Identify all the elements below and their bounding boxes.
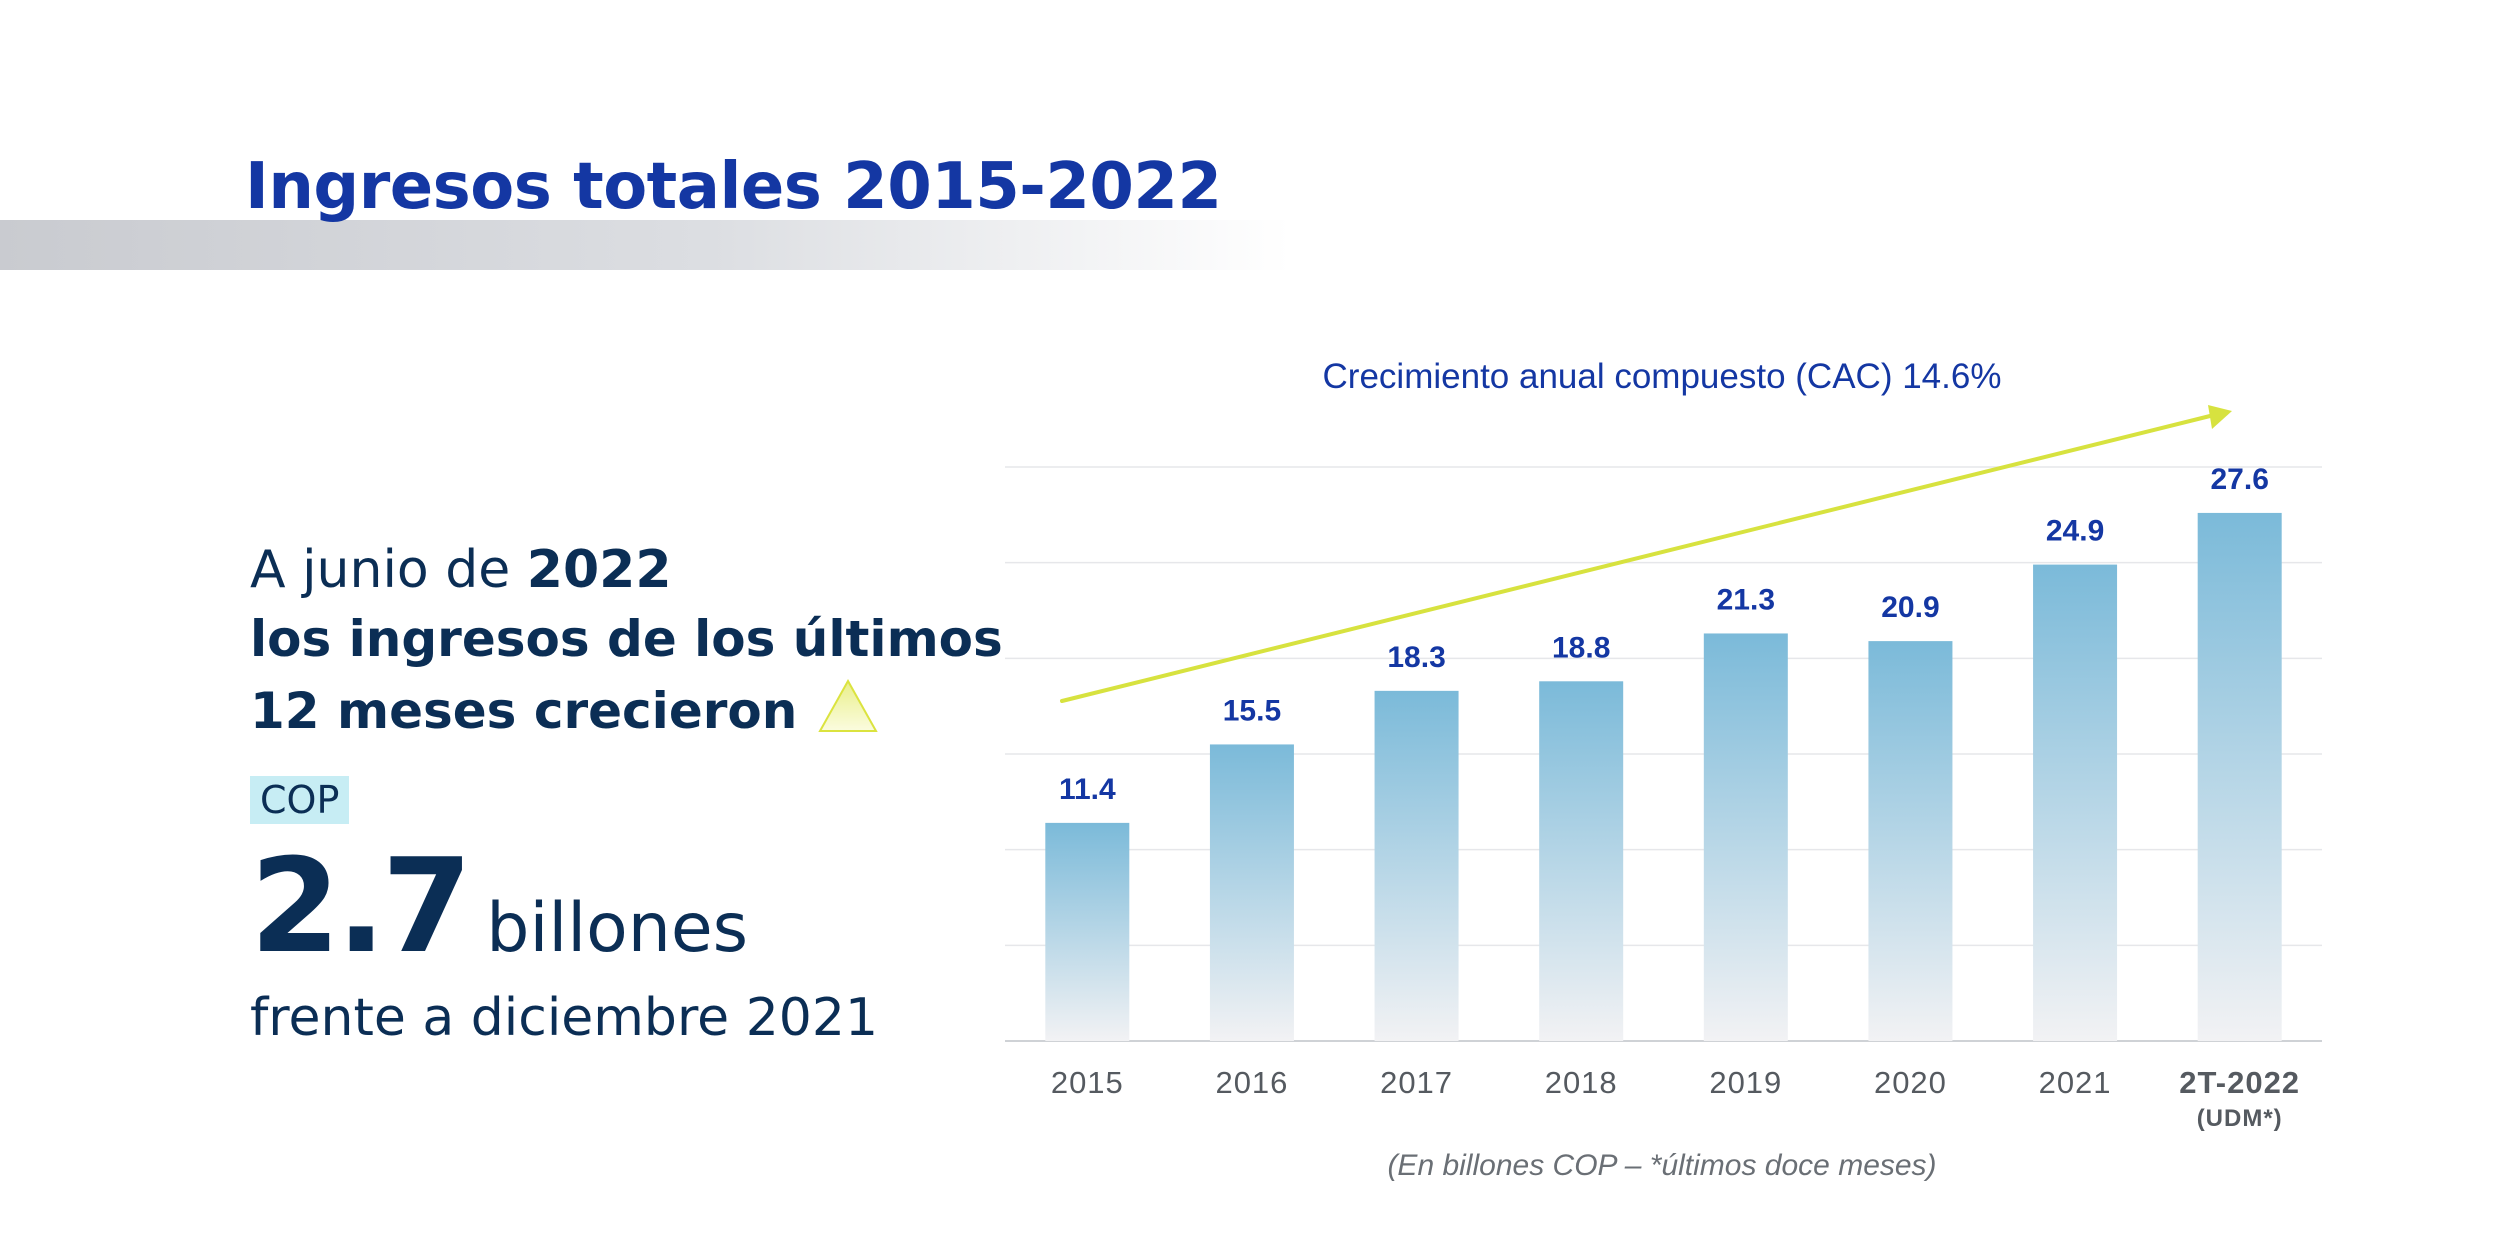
currency-badge: COP <box>250 776 350 824</box>
bar-2020 <box>1868 641 1953 1041</box>
big-value: 2.7 <box>250 830 472 982</box>
category-label-2020: 2020 <box>1874 1065 1947 1100</box>
bar-2017 <box>1374 690 1459 1041</box>
trend-label: Crecimiento anual compuesto (CAC) 14.6% <box>1323 357 2002 396</box>
value-label-2017: 18.3 <box>1387 641 1445 674</box>
value-label-2018: 18.8 <box>1552 631 1610 664</box>
bar-2T-2022 <box>2197 512 2282 1041</box>
big-unit: billones <box>486 889 749 968</box>
category-label-2T-2022: 2T-2022 <box>2179 1065 2300 1100</box>
chart-footnote: (En billones COP – *últimos doce meses) <box>1387 1149 1936 1182</box>
category-sublabel-2T-2022: (UDM*) <box>2197 1105 2283 1132</box>
value-label-2015: 11.4 <box>1059 773 1116 806</box>
summary-year: 2022 <box>526 540 672 600</box>
value-label-2020: 20.9 <box>1881 591 1939 624</box>
trend-arrowhead <box>2208 405 2232 429</box>
summary-line-2: los ingresos de los últimos <box>250 610 1003 668</box>
value-label-2021: 24.9 <box>2046 515 2104 548</box>
bar-2016 <box>1209 744 1294 1041</box>
value-label-2019: 21.3 <box>1717 583 1775 616</box>
summary-line-3-text: 12 meses crecieron <box>250 682 798 740</box>
summary-comparison: frente a diciembre 2021 <box>250 988 879 1048</box>
category-label-2019: 2019 <box>1709 1065 1782 1100</box>
big-value-row: 2.7 billones <box>250 830 970 982</box>
trend-arrow-line <box>1060 414 2212 703</box>
bar-2019 <box>1703 633 1788 1041</box>
category-label-2015: 2015 <box>1051 1065 1124 1100</box>
value-label-2T-2022: 27.6 <box>2210 463 2268 496</box>
category-label-2016: 2016 <box>1215 1065 1288 1100</box>
summary-line-3: 12 meses crecieron <box>250 678 970 746</box>
bar-2021 <box>2033 564 2118 1041</box>
category-label-2017: 2017 <box>1380 1065 1453 1100</box>
summary-panel: A junio de 2022 los ingresos de los últi… <box>250 540 1003 1048</box>
bar-2018 <box>1539 681 1624 1041</box>
summary-line-1: A junio de 2022 <box>250 540 970 600</box>
value-label-2016: 15.5 <box>1223 694 1281 727</box>
title-band <box>0 220 1290 270</box>
up-triangle-icon <box>817 678 879 746</box>
category-label-2018: 2018 <box>1545 1065 1618 1100</box>
summary-line-1-prefix: A junio de <box>250 540 527 600</box>
category-label-2021: 2021 <box>2039 1065 2112 1100</box>
page-title: Ingresos totales 2015-2022 <box>245 150 1222 224</box>
bar-2015 <box>1045 822 1130 1041</box>
